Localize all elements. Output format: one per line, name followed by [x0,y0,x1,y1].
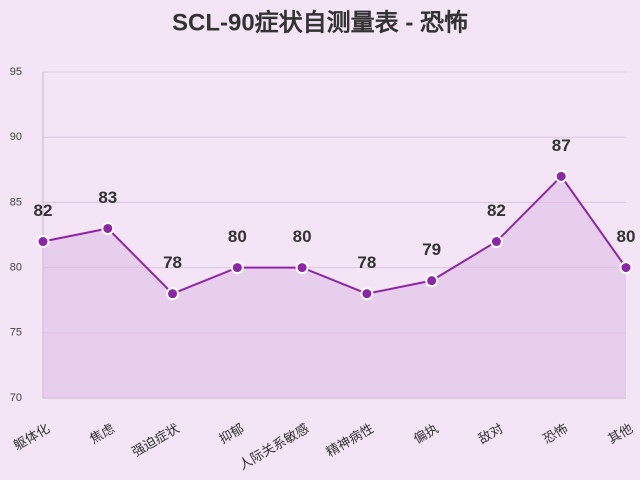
value-label: 87 [552,136,571,155]
point [489,235,503,249]
x-tick-label: 其他 [605,421,635,447]
value-label: 78 [357,253,376,272]
value-label: 83 [98,188,117,207]
value-label: 78 [163,253,182,272]
x-tick-label: 焦虑 [87,421,117,447]
x-tick-label: 恐怖 [540,421,570,447]
y-tick-label: 90 [10,131,22,143]
y-tick-label: 80 [10,262,22,274]
chart-title: SCL-90症状自测量表 - 恐怖 [172,8,468,36]
value-label: 82 [487,201,506,220]
y-tick-label: 85 [10,196,22,208]
point [36,235,50,249]
value-label: 82 [34,201,53,220]
point [360,287,374,301]
y-tick-label: 70 [10,392,22,404]
point [230,261,244,275]
value-label: 80 [617,227,636,246]
point [425,274,439,288]
x-tick-label: 躯体化 [11,421,52,453]
point [554,169,568,183]
x-tick-label: 强迫症状 [129,421,182,460]
point [166,287,180,301]
y-tick-label: 95 [10,66,22,78]
x-tick-label: 人际关系敏感 [236,421,311,473]
y-tick-label: 75 [10,327,22,339]
value-label: 80 [228,227,247,246]
point [295,261,309,275]
point [101,221,115,235]
x-tick-label: 抑郁 [217,421,247,447]
x-tick-label: 偏执 [411,421,441,447]
area [43,176,626,398]
value-label: 80 [293,227,312,246]
x-tick-label: 敌对 [476,421,506,447]
x-tick-label: 精神病性 [324,421,377,460]
line [42,174,627,295]
value-label: 79 [422,240,441,259]
point [619,261,633,275]
